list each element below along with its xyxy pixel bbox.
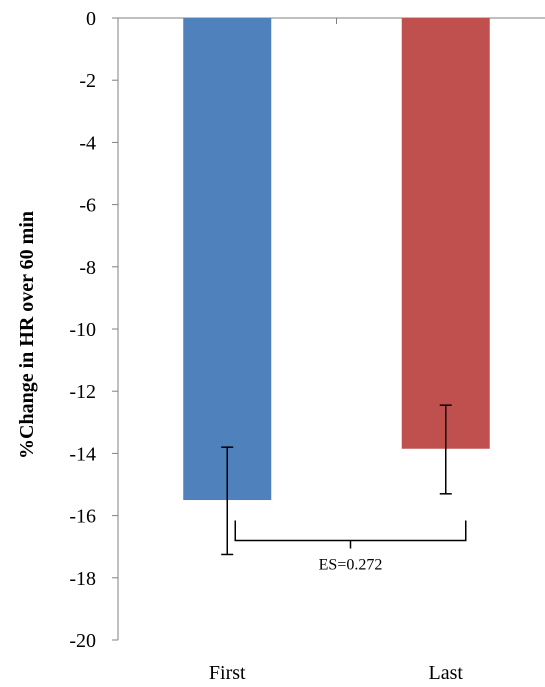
chart-annotations: ES=0.272 <box>234 520 467 573</box>
y-tick-label: -12 <box>69 381 96 403</box>
y-tick-label: -8 <box>79 257 96 279</box>
y-tick-label: -16 <box>69 506 96 528</box>
y-tick-label: -14 <box>69 443 96 465</box>
y-tick-label: -20 <box>69 630 96 652</box>
y-tick-label: -10 <box>69 319 96 341</box>
chart-bars: First Last <box>183 18 490 684</box>
y-axis-label: %Change in HR over 60 min <box>16 211 38 459</box>
significance-bracket <box>234 520 467 542</box>
bar-first <box>183 18 272 501</box>
x-category-label: Last <box>429 662 464 684</box>
chart-axes: 0 -2 -4 -6 -8 -10 -12 -14 -16 -18 -20 <box>69 8 545 652</box>
y-tick-label: -4 <box>79 132 96 154</box>
chart-error-bars <box>221 404 452 556</box>
y-tick-label: -18 <box>69 568 96 590</box>
y-tick-label: -6 <box>79 195 96 217</box>
x-category-label: First <box>209 662 246 684</box>
y-tick-label: 0 <box>86 8 96 30</box>
y-tick-label: -2 <box>79 70 96 92</box>
effect-size-label: ES=0.272 <box>319 556 383 573</box>
bar-last <box>401 18 490 449</box>
